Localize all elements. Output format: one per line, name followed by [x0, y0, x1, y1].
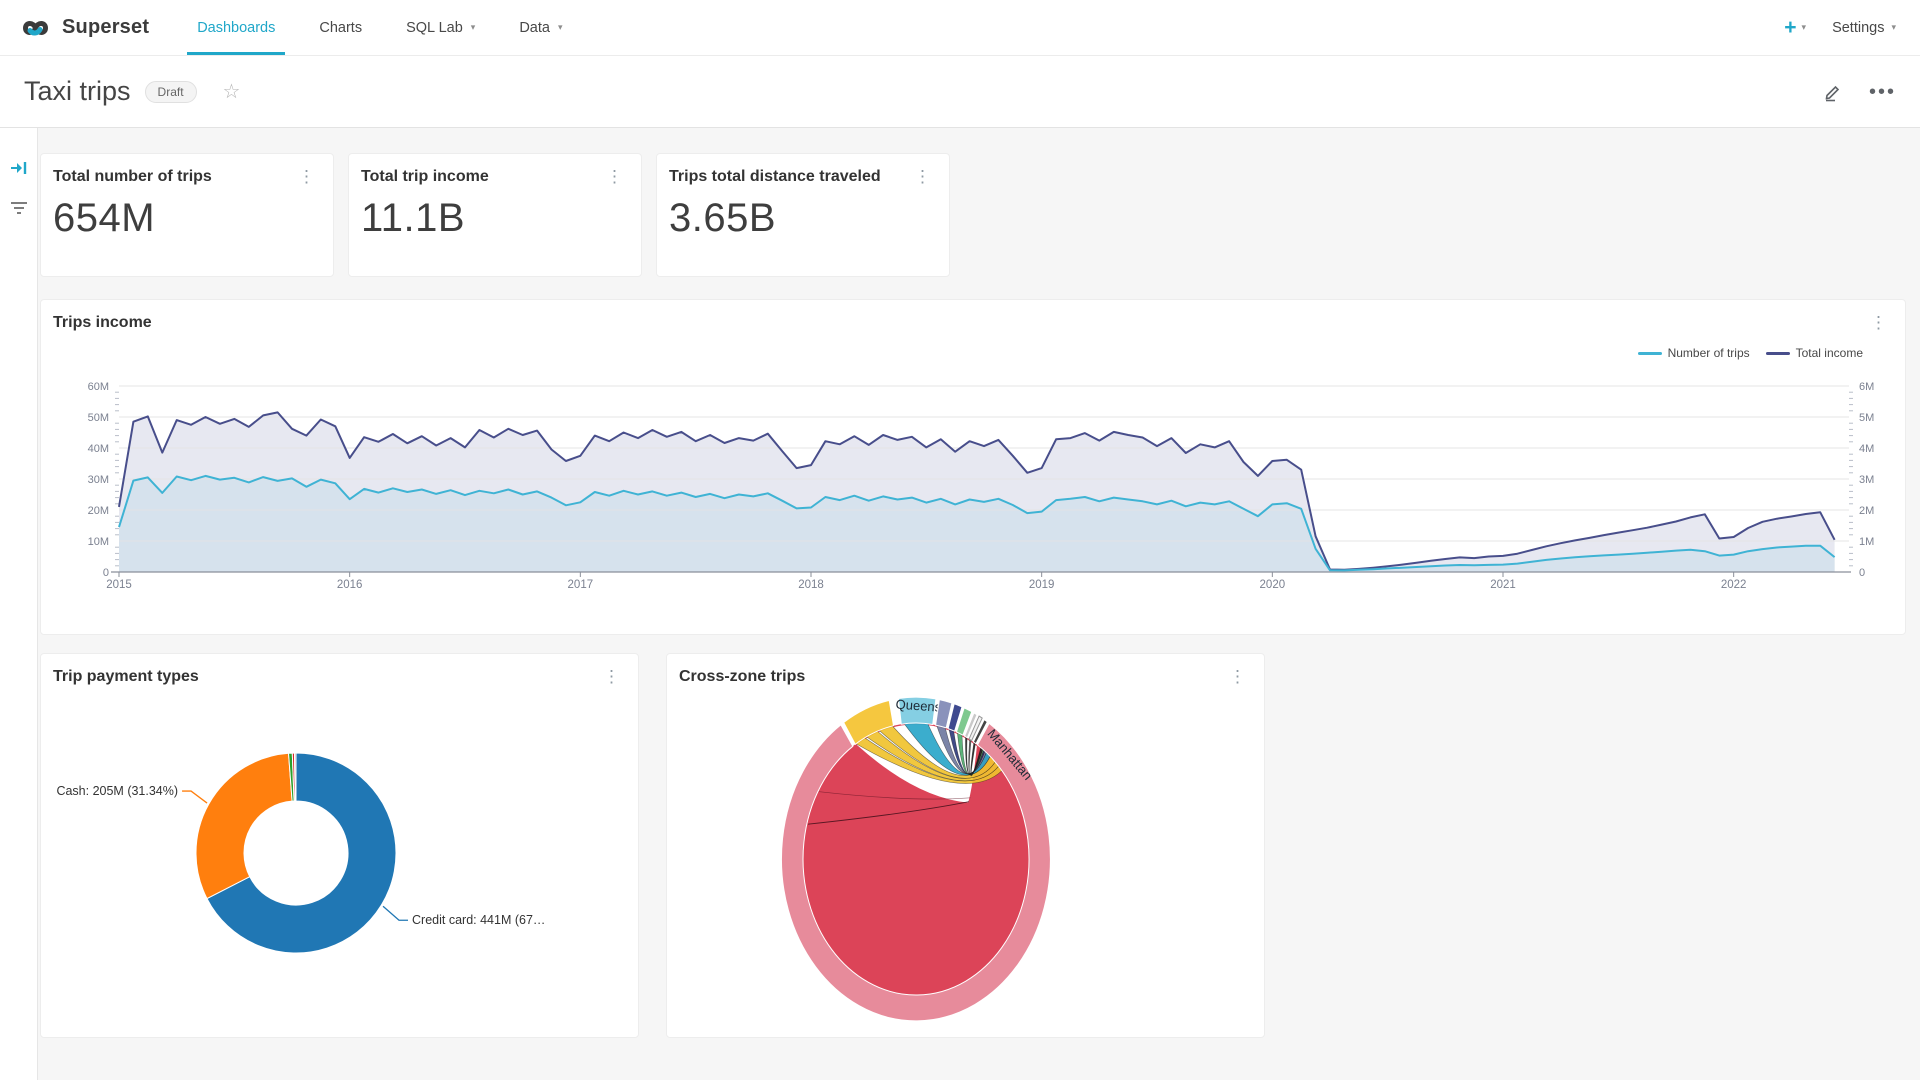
svg-text:Cash: 205M (31.34%): Cash: 205M (31.34%) — [56, 784, 178, 798]
nav-item-sql-lab[interactable]: SQL Lab ▾ — [406, 19, 476, 36]
favorite-star-icon[interactable]: ☆ — [222, 81, 241, 103]
svg-text:Queens: Queens — [895, 697, 942, 715]
kpi-card-trip-income: Total trip income ⋮ 11.1B — [348, 153, 642, 277]
kebab-menu-icon[interactable]: ⋮ — [603, 667, 620, 686]
svg-text:2017: 2017 — [568, 579, 594, 591]
draft-status-badge: Draft — [144, 80, 197, 103]
kpi-title: Trips total distance traveled — [669, 168, 881, 185]
svg-text:0: 0 — [103, 567, 109, 579]
svg-text:2018: 2018 — [798, 579, 824, 591]
cross-zone-trips-panel: Cross-zone trips ⋮ Manhattan Queens — [666, 653, 1265, 1038]
brand-name: Superset — [62, 16, 150, 38]
trips-income-line-chart[interactable]: 0 0 10M 1M 20M 2M 30M 3M 40M 4M 50M 5M 60M 6M 2015 2016… — [41, 334, 1905, 634]
svg-text:5M: 5M — [1859, 412, 1874, 424]
svg-text:0: 0 — [1859, 567, 1865, 579]
kpi-title: Total trip income — [361, 168, 489, 185]
superset-logo[interactable]: Superset — [0, 0, 175, 55]
chart-title: Trips income — [53, 314, 152, 331]
expand-filters-icon[interactable] — [9, 158, 29, 178]
svg-text:6M: 6M — [1859, 381, 1874, 393]
svg-text:2019: 2019 — [1029, 579, 1055, 591]
payment-types-donut-chart[interactable]: Credit card: 441M (67… Cash: 205M (31.34%… — [41, 690, 638, 1037]
svg-text:2M: 2M — [1859, 505, 1874, 517]
svg-text:2015: 2015 — [106, 579, 132, 591]
new-item-button[interactable]: + — [1784, 16, 1797, 39]
legend-item-total-income[interactable]: Total income — [1765, 346, 1863, 360]
kebab-menu-icon[interactable]: ⋮ — [606, 167, 623, 186]
svg-text:Credit card: 441M (67…: Credit card: 441M (67… — [412, 913, 545, 927]
svg-text:2020: 2020 — [1260, 579, 1286, 591]
kebab-menu-icon[interactable]: ⋮ — [1229, 667, 1246, 686]
chevron-down-icon: ▾ — [557, 22, 563, 32]
legend-item-number-of-trips[interactable]: Number of trips — [1637, 346, 1750, 360]
svg-text:4M: 4M — [1859, 443, 1874, 455]
trips-income-panel: Trips income ⋮ Number of trips Total inc… — [40, 299, 1906, 635]
nav-item-charts[interactable]: Charts — [319, 19, 363, 36]
svg-text:10M: 10M — [88, 536, 109, 548]
dashboard-header: Taxi trips Draft ☆ ••• — [0, 56, 1920, 128]
svg-text:2016: 2016 — [337, 579, 363, 591]
svg-text:50M: 50M — [88, 412, 109, 424]
filter-funnel-icon[interactable] — [9, 200, 29, 218]
kpi-value: 3.65B — [669, 196, 777, 240]
svg-text:2021: 2021 — [1490, 579, 1516, 591]
chart-title: Cross-zone trips — [679, 668, 806, 685]
svg-text:1M: 1M — [1859, 536, 1874, 548]
payment-types-panel: Trip payment types ⋮ Credit card: 441M (… — [40, 653, 639, 1038]
svg-text:2022: 2022 — [1721, 579, 1747, 591]
kpi-card-total-trips: Total number of trips ⋮ 654M — [40, 153, 334, 277]
kpi-value: 654M — [53, 196, 156, 240]
kpi-value: 11.1B — [361, 196, 466, 240]
legend-swatch — [1637, 351, 1662, 355]
chart-title: Trip payment types — [53, 668, 199, 685]
top-navbar: Superset Dashboards Charts SQL Lab ▾ Dat… — [0, 0, 1920, 56]
page-title: Taxi trips — [24, 76, 131, 106]
kpi-title: Total number of trips — [53, 168, 212, 185]
kebab-menu-icon[interactable]: ⋮ — [914, 167, 931, 186]
svg-text:20M: 20M — [88, 505, 109, 517]
kpi-card-total-distance: Trips total distance traveled ⋮ 3.65B — [656, 153, 950, 277]
nav-item-dashboards[interactable]: Dashboards — [175, 0, 297, 55]
main-nav: Dashboards Charts SQL Lab ▾ Data ▾ — [175, 0, 584, 55]
svg-text:60M: 60M — [88, 381, 109, 393]
nav-item-data[interactable]: Data ▾ — [519, 19, 563, 36]
svg-text:3M: 3M — [1859, 474, 1874, 486]
chevron-down-icon: ▾ — [470, 22, 476, 32]
legend-swatch — [1765, 351, 1790, 355]
svg-text:30M: 30M — [88, 474, 109, 486]
chevron-down-icon: ▾ — [1891, 22, 1896, 32]
chart-legend: Number of trips Total income — [1637, 346, 1863, 360]
more-actions-icon[interactable]: ••• — [1868, 80, 1896, 103]
edit-pencil-icon[interactable] — [1823, 82, 1843, 102]
superset-infinity-icon — [22, 20, 49, 35]
chevron-down-icon: ▾ — [1801, 22, 1807, 32]
filter-bar-collapsed — [0, 128, 38, 1080]
kebab-menu-icon[interactable]: ⋮ — [1870, 313, 1887, 332]
kebab-menu-icon[interactable]: ⋮ — [298, 167, 315, 186]
settings-menu[interactable]: Settings — [1832, 19, 1885, 36]
svg-text:40M: 40M — [88, 443, 109, 455]
